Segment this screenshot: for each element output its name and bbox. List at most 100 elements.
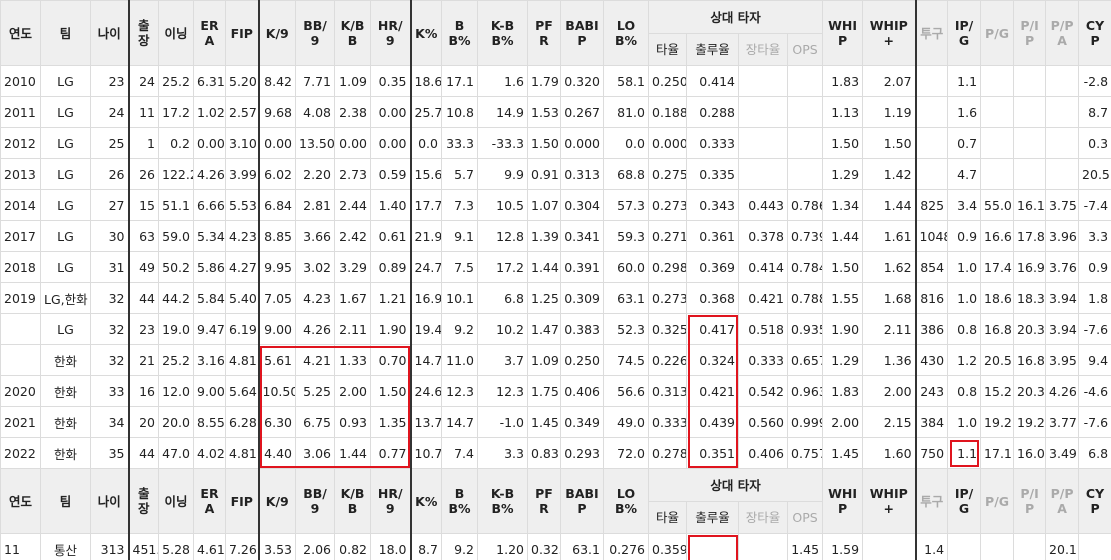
table-cell: 9.2 <box>441 313 478 345</box>
table-cell: 1.21 <box>370 282 411 314</box>
table-cell: 47.0 <box>158 437 194 469</box>
table-cell: 9.2 <box>441 533 478 560</box>
table-cell: 451.1 <box>127 533 159 560</box>
table-cell: 1.62 <box>862 251 917 283</box>
column-header: 팀 <box>40 0 91 66</box>
table-cell: 17.2 <box>158 96 194 128</box>
table-cell: 0.00 <box>334 127 371 159</box>
table-cell: 2018 <box>0 251 41 283</box>
table-cell: 1.90 <box>822 313 864 345</box>
table-cell <box>1013 533 1047 560</box>
table-cell: 20.3 <box>1013 375 1047 407</box>
table-cell: 0.313 <box>648 375 687 407</box>
table-cell: 2019 <box>0 282 41 314</box>
table-cell: 0.335 <box>686 158 739 190</box>
table-cell: 9.95 <box>257 251 296 283</box>
table-cell: 1.50 <box>370 375 411 407</box>
table-cell: 6.8 <box>1078 437 1111 469</box>
table-cell: 9.9 <box>477 158 528 190</box>
data-row: 2018 LG 31 49 50.2 5.86 4.27 9.95 3.02 3.29 0.89 24… <box>0 251 1111 283</box>
table-cell: 한화 <box>40 344 91 376</box>
table-cell: 0.93 <box>334 406 371 438</box>
table-cell: 9.47 <box>193 313 226 345</box>
table-cell: 7.3 <box>441 189 478 221</box>
table-cell: 15.2 <box>980 375 1015 407</box>
table-cell: 0.000 <box>648 127 687 159</box>
column-header: 출루율 <box>686 33 739 66</box>
table-cell: 0.8 <box>947 375 982 407</box>
table-cell: 7.4 <box>441 437 478 469</box>
table-cell: 3.95 <box>1045 344 1080 376</box>
column-header: HR/9 <box>370 0 411 66</box>
table-cell: 0.784 <box>786 251 824 283</box>
table-cell: 12.3 <box>441 375 478 407</box>
table-cell: 0.273 <box>648 282 687 314</box>
table-cell <box>1045 158 1080 190</box>
table-cell: 0.349 <box>560 406 604 438</box>
table-cell <box>1013 158 1047 190</box>
table-cell: 2.11 <box>334 313 371 345</box>
table-cell: -2.8 <box>1078 65 1111 97</box>
table-cell: 56.6 <box>603 375 649 407</box>
table-cell: 3.94 <box>1045 313 1080 345</box>
table-cell: 1.61 <box>862 220 917 252</box>
table-cell: 1.13 <box>822 96 864 128</box>
column-header: P/IP <box>1013 468 1047 534</box>
table-cell: 0.77 <box>370 437 411 469</box>
table-cell: 6.02 <box>257 158 296 190</box>
table-cell: 1.29 <box>822 344 864 376</box>
table-cell: -33.3 <box>477 127 528 159</box>
table-cell: 5.84 <box>193 282 226 314</box>
table-cell: 10.8 <box>441 96 478 128</box>
table-cell: 8.85 <box>257 220 296 252</box>
table-cell: 825 <box>914 189 949 221</box>
table-cell: 1.67 <box>334 282 371 314</box>
table-cell: 0.323 <box>527 533 561 560</box>
column-header: BB/9 <box>295 468 335 534</box>
table-cell <box>686 533 739 560</box>
table-cell <box>1013 96 1047 128</box>
column-header: LOB% <box>603 0 649 66</box>
table-cell: 0.83 <box>527 437 561 469</box>
column-header: CYP <box>1078 0 1111 66</box>
table-cell: 313 <box>90 533 129 560</box>
table-cell: 57.3 <box>603 189 649 221</box>
table-cell: 34 <box>90 406 129 438</box>
data-row: 2022 한화 35 44 47.0 4.02 4.81 4.40 3.06 1.44 0.77 10… <box>0 437 1111 469</box>
table-cell: 58.1 <box>603 65 649 97</box>
column-header: WHIP+ <box>862 468 917 534</box>
table-cell: 0.421 <box>738 282 788 314</box>
table-cell: 1.33 <box>334 344 371 376</box>
table-cell: 0.271 <box>648 220 687 252</box>
table-cell: 6.30 <box>257 406 296 438</box>
table-cell: 386 <box>914 313 949 345</box>
table-cell: LG,한화 <box>40 282 91 314</box>
table-cell: 44 <box>127 282 159 314</box>
table-cell: 15.6 <box>409 158 442 190</box>
table-cell: 6.28 <box>225 406 259 438</box>
table-cell: 16.8 <box>980 313 1015 345</box>
table-cell: 17.1 <box>980 437 1015 469</box>
table-cell: 1.83 <box>822 65 864 97</box>
table-cell: 21 <box>127 344 159 376</box>
table-cell: 0.383 <box>560 313 604 345</box>
table-cell: 9.1 <box>441 220 478 252</box>
table-cell: 31 <box>90 251 129 283</box>
table-cell: 1.53 <box>527 96 561 128</box>
column-header: 이닝 <box>158 0 194 66</box>
data-row: 2014 LG 27 15 51.1 6.66 5.53 6.84 2.81 2.44 1.40 17… <box>0 189 1111 221</box>
table-cell: 0.304 <box>560 189 604 221</box>
table-cell: 33.3 <box>441 127 478 159</box>
data-row: 2012 LG 25 1 0.2 0.00 3.10 0.00 13.50 0.00 0.00 0.0… <box>0 127 1111 159</box>
table-cell: 26 <box>90 158 129 190</box>
table-cell: 1.47 <box>527 313 561 345</box>
table-cell: 4.23 <box>295 282 335 314</box>
table-cell: 20.0 <box>158 406 194 438</box>
table-cell: 13.7 <box>409 406 442 438</box>
table-cell <box>1013 127 1047 159</box>
table-cell: 0.293 <box>560 437 604 469</box>
table-cell: 3.29 <box>334 251 371 283</box>
table-cell: 0.267 <box>560 96 604 128</box>
table-cell: 1.39 <box>527 220 561 252</box>
table-cell: 60.0 <box>603 251 649 283</box>
